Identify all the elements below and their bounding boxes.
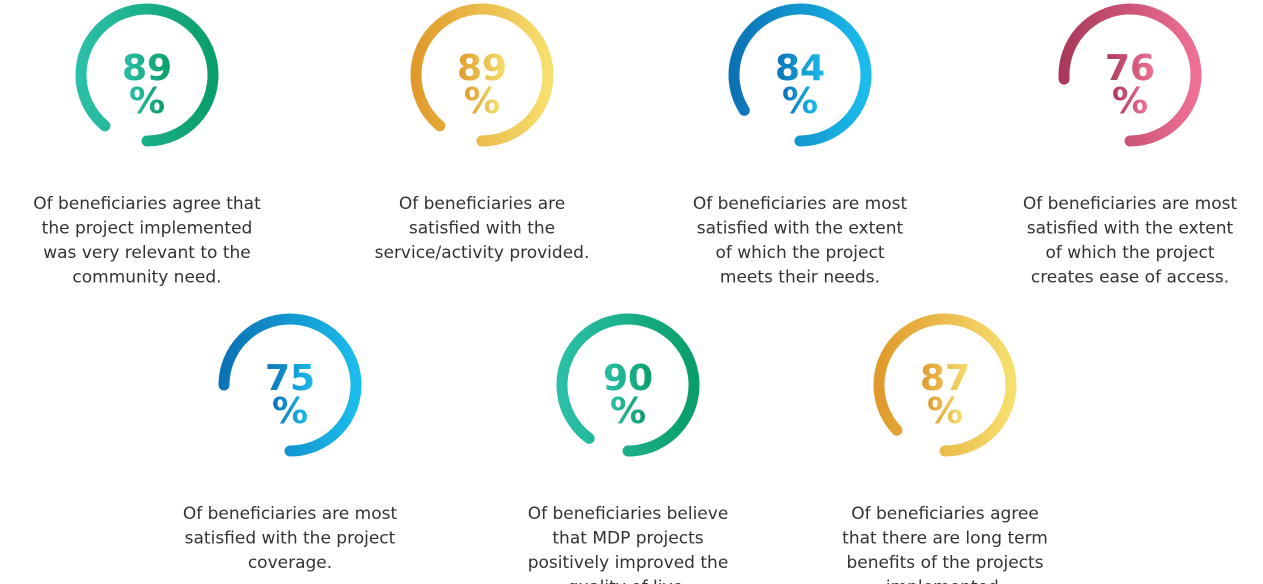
stat-description: Of beneficiaries agree: [851, 504, 1039, 524]
progress-ring: [728, 3, 872, 147]
stat-description: Of beneficiaries are: [399, 194, 565, 214]
stat-value: 90: [603, 358, 653, 399]
stat-description: satisfied with the project: [185, 529, 396, 549]
stat-description: benefits of the projects: [846, 553, 1043, 573]
stat-description: of which the project: [715, 243, 884, 263]
stat-value: 89: [122, 48, 172, 89]
stat-description: quality of live.: [568, 578, 689, 584]
stat-description: of which the project: [1045, 243, 1214, 263]
stat-unit: %: [464, 81, 500, 122]
stat-description: satisfied with the extent: [697, 219, 904, 239]
stat-description: Of beneficiaries agree that: [33, 194, 261, 214]
stat-value: 75: [265, 358, 315, 399]
stat-description: community need.: [72, 268, 221, 288]
stat-value: 87: [920, 358, 970, 399]
stat-description: service/activity provided.: [375, 243, 590, 263]
stat-description: creates ease of access.: [1031, 268, 1229, 288]
stat-description: satisfied with the extent: [1027, 219, 1234, 239]
stat-unit: %: [1112, 81, 1148, 122]
progress-ring: [410, 3, 554, 147]
progress-ring: [75, 3, 219, 147]
stat-description: that MDP projects: [552, 529, 703, 549]
progress-ring: [1058, 3, 1202, 147]
progress-ring: [556, 313, 700, 457]
stat-description: Of beneficiaries are most: [183, 504, 398, 524]
stat-description: the project implemented: [42, 219, 253, 239]
stat-unit: %: [272, 391, 308, 432]
stat-value: 89: [457, 48, 507, 89]
stat-unit: %: [927, 391, 963, 432]
stat-description: was very relevant to the: [43, 243, 251, 263]
stat-description: implemented.: [886, 578, 1004, 584]
stat-description: positively improved the: [528, 553, 729, 573]
stat-description: Of beneficiaries are most: [693, 194, 908, 214]
progress-ring: [873, 313, 1017, 457]
stat-description: meets their needs.: [720, 268, 880, 288]
stat-value: 76: [1105, 48, 1155, 89]
stat-description: Of beneficiaries are most: [1023, 194, 1238, 214]
stat-unit: %: [610, 391, 646, 432]
stat-unit: %: [129, 81, 165, 122]
stat-description: Of beneficiaries believe: [528, 504, 729, 524]
stat-description: coverage.: [248, 553, 332, 573]
stat-value: 84: [775, 48, 825, 89]
progress-ring: [218, 313, 362, 457]
stat-description: that there are long term: [842, 529, 1048, 549]
stat-unit: %: [782, 81, 818, 122]
stat-description: satisfied with the: [409, 219, 555, 239]
